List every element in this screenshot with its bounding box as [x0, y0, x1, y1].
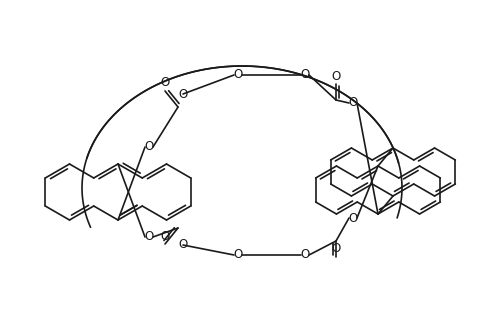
Text: O: O [348, 211, 358, 224]
Text: O: O [331, 242, 341, 255]
Text: O: O [331, 69, 341, 82]
Text: O: O [348, 96, 358, 109]
Text: O: O [300, 69, 309, 82]
Text: O: O [233, 69, 243, 82]
Text: O: O [178, 238, 188, 251]
Text: O: O [160, 77, 170, 90]
Text: O: O [160, 229, 170, 242]
Text: O: O [178, 87, 188, 100]
Text: O: O [144, 231, 154, 243]
Text: O: O [300, 249, 309, 262]
Text: O: O [233, 249, 243, 262]
Text: O: O [144, 140, 154, 153]
